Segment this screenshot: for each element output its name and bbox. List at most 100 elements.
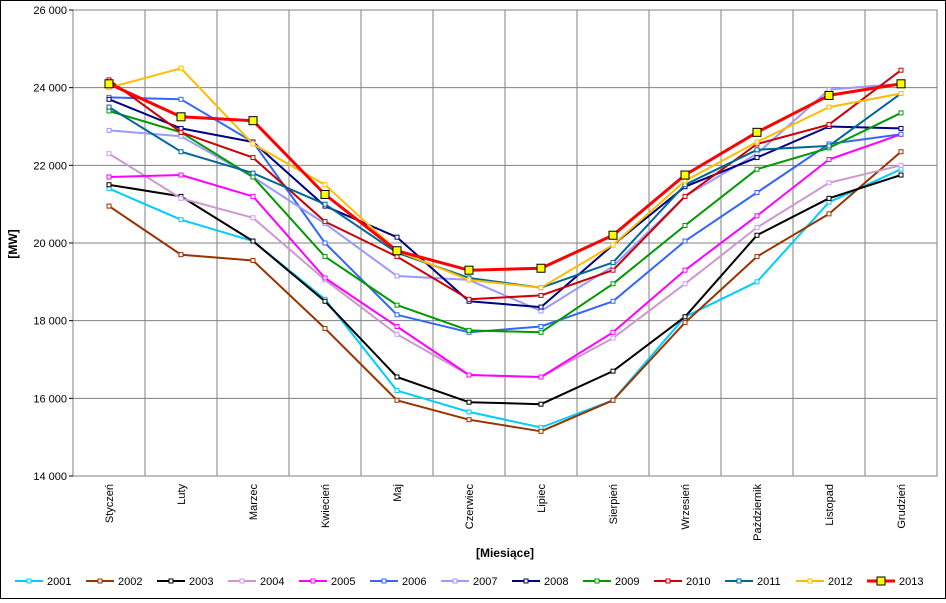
legend-item-2008: 2008 [512,576,568,588]
legend-item-2002: 2002 [86,576,142,588]
data-point [466,409,472,415]
data-point [106,96,112,102]
legend-swatch-marker [594,578,600,584]
data-point [250,215,256,221]
data-point [394,323,400,329]
data-point [178,96,184,102]
data-point [754,139,760,145]
legend-swatch-marker [26,578,32,584]
legend-item-2005: 2005 [299,576,355,588]
data-point [826,157,832,163]
data-point [898,172,904,178]
y-tick-label: 14 000 [33,471,67,483]
legend-item-2003: 2003 [157,576,213,588]
x-tick-label: Maj [392,484,404,502]
data-point [826,195,832,201]
data-point [466,417,472,423]
x-tick-label: Luty [176,484,188,505]
data-point [538,374,544,380]
legend-swatch-marker [807,578,813,584]
data-point [178,252,184,258]
data-point [754,166,760,172]
data-point [610,298,616,304]
data-point [682,267,688,273]
series-line-2013 [108,82,902,272]
data-point [394,234,400,240]
data-point [538,285,544,291]
legend-label: 2007 [473,576,497,588]
y-tick-label: 22 000 [33,160,67,172]
data-point [610,281,616,287]
data-point [754,232,760,238]
data-point [176,112,186,122]
data-point [538,401,544,407]
legend-label: 2013 [899,576,923,588]
data-point [106,174,112,180]
data-point [898,149,904,155]
data-point [106,127,112,133]
data-point [824,90,834,100]
y-tick-label: 20 000 [33,238,67,250]
legend-swatch-marker [310,578,316,584]
series-line-2002 [108,150,902,433]
data-point [322,298,328,304]
x-tick-label: Lipiec [536,484,548,513]
legend: 2001 2002 2003 2004 2005 2006 2007 2008 2009 2010… [15,576,923,588]
legend-label: 2008 [544,576,568,588]
data-point [754,213,760,219]
data-point [608,230,618,240]
x-axis-ticks: Styczeń Luty Marzec Kwiecień Maj Czerwiec Lipi… [104,484,908,541]
data-point [394,331,400,337]
data-point [754,190,760,196]
series-line-2006 [108,96,902,334]
data-point [394,273,400,279]
x-tick-label: Sierpień [608,484,620,524]
grid [72,9,938,477]
data-point [826,180,832,186]
data-point [898,131,904,137]
series-line-2008 [108,98,902,309]
data-point [754,224,760,230]
data-point [682,238,688,244]
series-line-2001 [108,168,902,429]
data-point [394,302,400,308]
series-2012 [106,65,904,291]
data-point [394,374,400,380]
x-tick-label: Styczeń [104,484,116,523]
legend-item-2007: 2007 [441,576,497,588]
data-point [610,329,616,335]
data-point [898,162,904,168]
data-point [178,149,184,155]
x-tick-label: Marzec [248,484,260,521]
series-line-2005 [108,133,902,378]
legend-item-2006: 2006 [370,576,426,588]
data-point [826,122,832,128]
legend-label: 2009 [615,576,639,588]
x-tick-label: Kwiecień [320,484,332,528]
data-point [322,275,328,281]
legend-swatch-marker [876,576,886,586]
data-point [826,143,832,149]
legend-item-2013: 2013 [867,576,923,588]
legend-item-2001: 2001 [15,576,71,588]
legend-swatch-marker [452,578,458,584]
data-point [610,368,616,374]
data-point [466,277,472,283]
legend-label: 2012 [828,576,852,588]
data-point [106,104,112,110]
data-point [538,304,544,310]
data-point [104,79,114,89]
legend-item-2011: 2011 [725,576,781,588]
data-point [320,189,330,199]
y-tick-label: 24 000 [33,83,67,95]
series-2003 [106,172,904,407]
data-point [178,195,184,201]
legend-item-2004: 2004 [228,576,284,588]
data-point [178,129,184,135]
x-tick-label: Listopad [824,484,836,526]
data-point [322,182,328,188]
data-point [898,125,904,131]
data-point [322,325,328,331]
legend-label: 2004 [260,576,284,588]
